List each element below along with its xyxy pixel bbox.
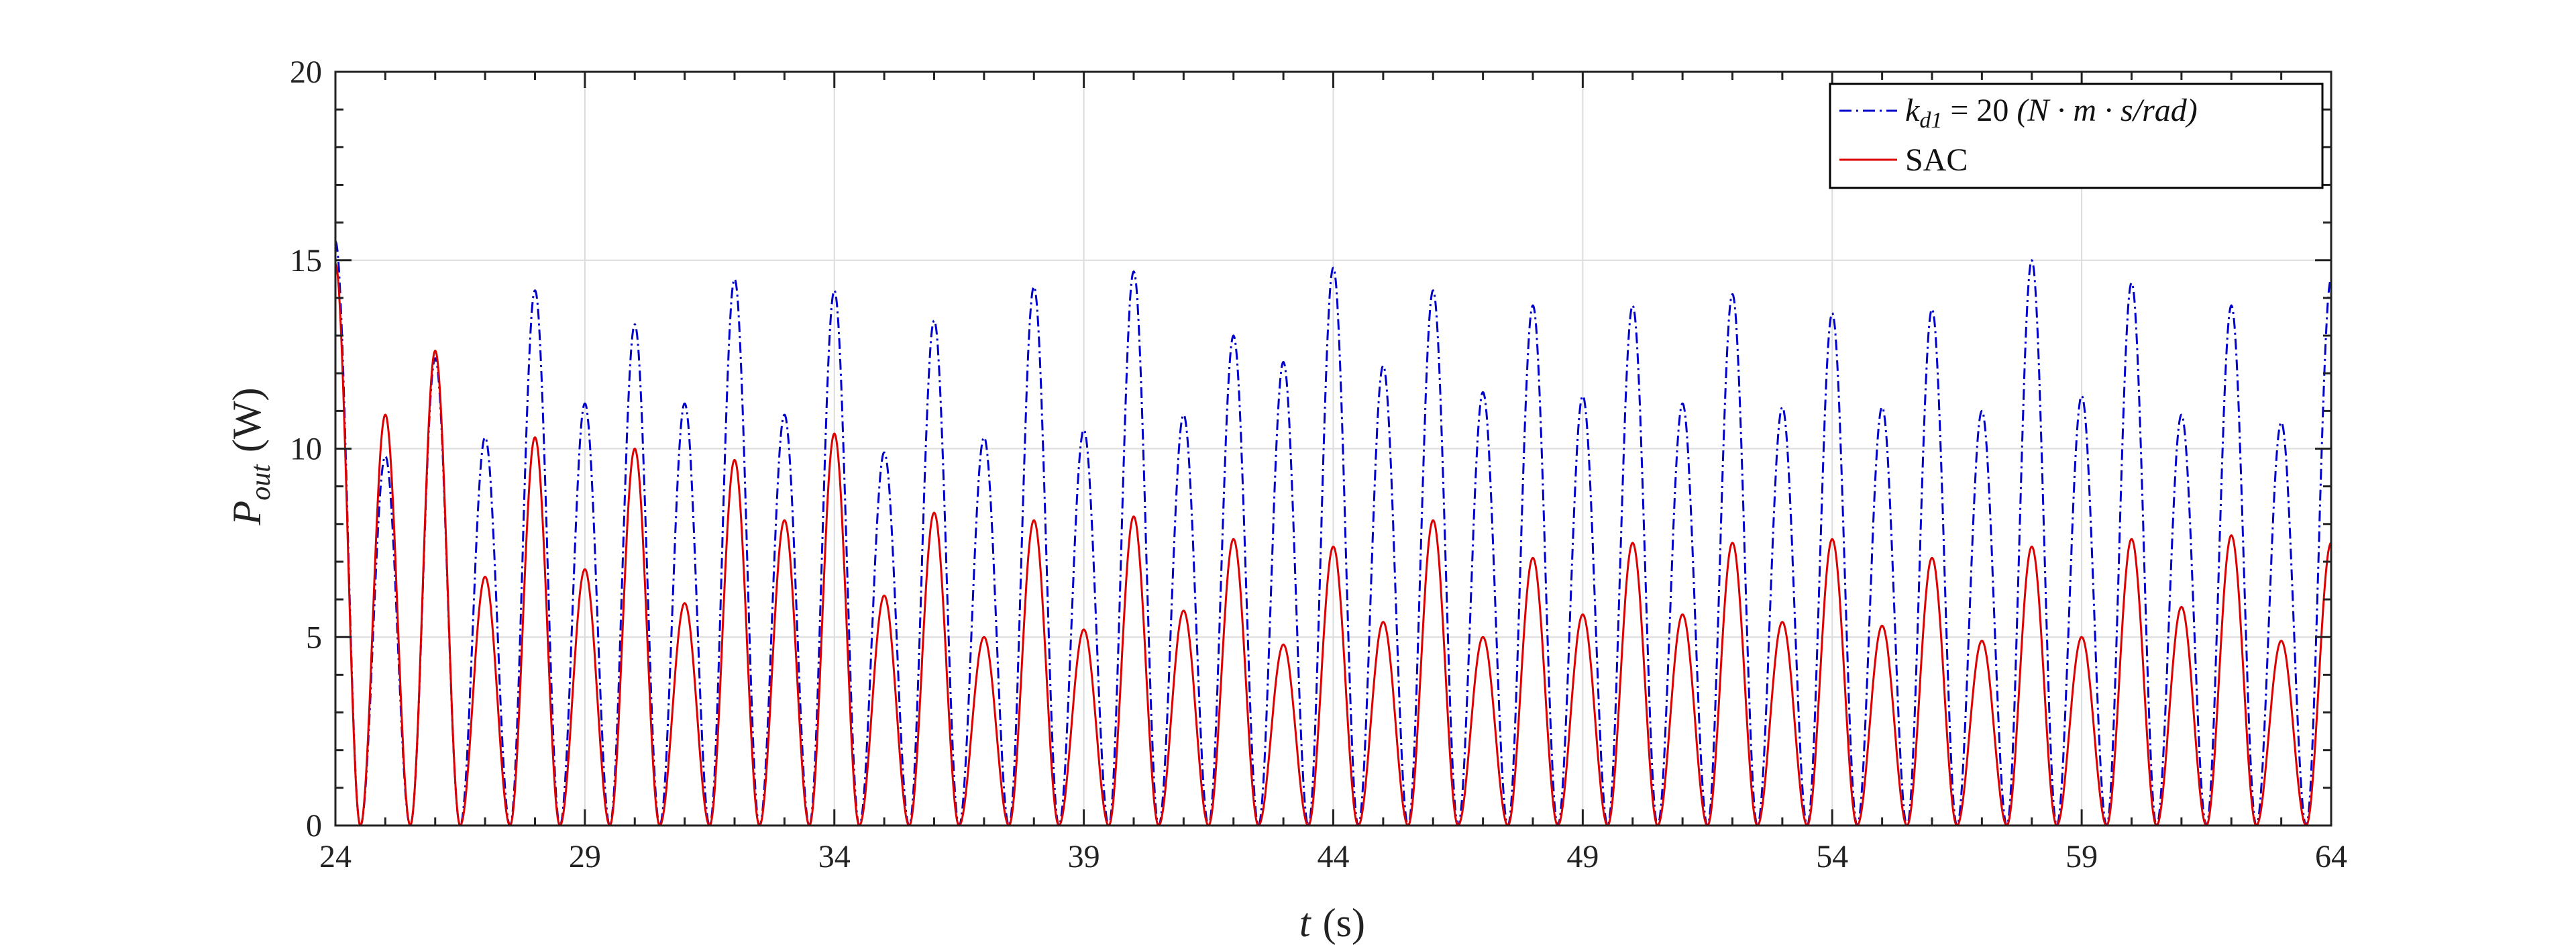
tick-labels: 24 29 34 39 44 49 54 59 64 0 5 10 15 20 (290, 54, 2347, 874)
x-tick-label: 34 (818, 839, 851, 874)
x-tick-label: 54 (1816, 839, 1848, 874)
y-tick-label: 0 (306, 808, 322, 844)
x-tick-label: 39 (1068, 839, 1100, 874)
x-tick-label: 49 (1566, 839, 1599, 874)
y-tick-label: 15 (290, 243, 322, 279)
series-line-kd1 (335, 240, 2332, 827)
series-line-sac (335, 263, 2332, 827)
x-axis-label: t (s) (1299, 901, 1365, 945)
x-tick-label: 29 (569, 839, 601, 874)
legend-label-kd1: kd1 = 20 (N · m · s/rad) (1905, 93, 2198, 133)
y-tick-label: 5 (306, 619, 322, 655)
axes-frame (334, 70, 2332, 827)
x-tick-label: 24 (319, 839, 352, 874)
y-axis-label: Pout(W) (225, 388, 276, 526)
legend: kd1 = 20 (N · m · s/rad) SAC (1829, 83, 2324, 189)
legend-label-sac: SAC (1905, 142, 1968, 178)
x-tick-label: 44 (1318, 839, 1350, 874)
x-tick-label: 64 (2315, 839, 2347, 874)
curves-layer (335, 240, 2332, 827)
y-tick-label: 10 (290, 432, 322, 467)
legend-box (1829, 83, 2324, 189)
x-tick-label: 59 (2065, 839, 2098, 874)
y-tick-label: 20 (290, 54, 322, 90)
